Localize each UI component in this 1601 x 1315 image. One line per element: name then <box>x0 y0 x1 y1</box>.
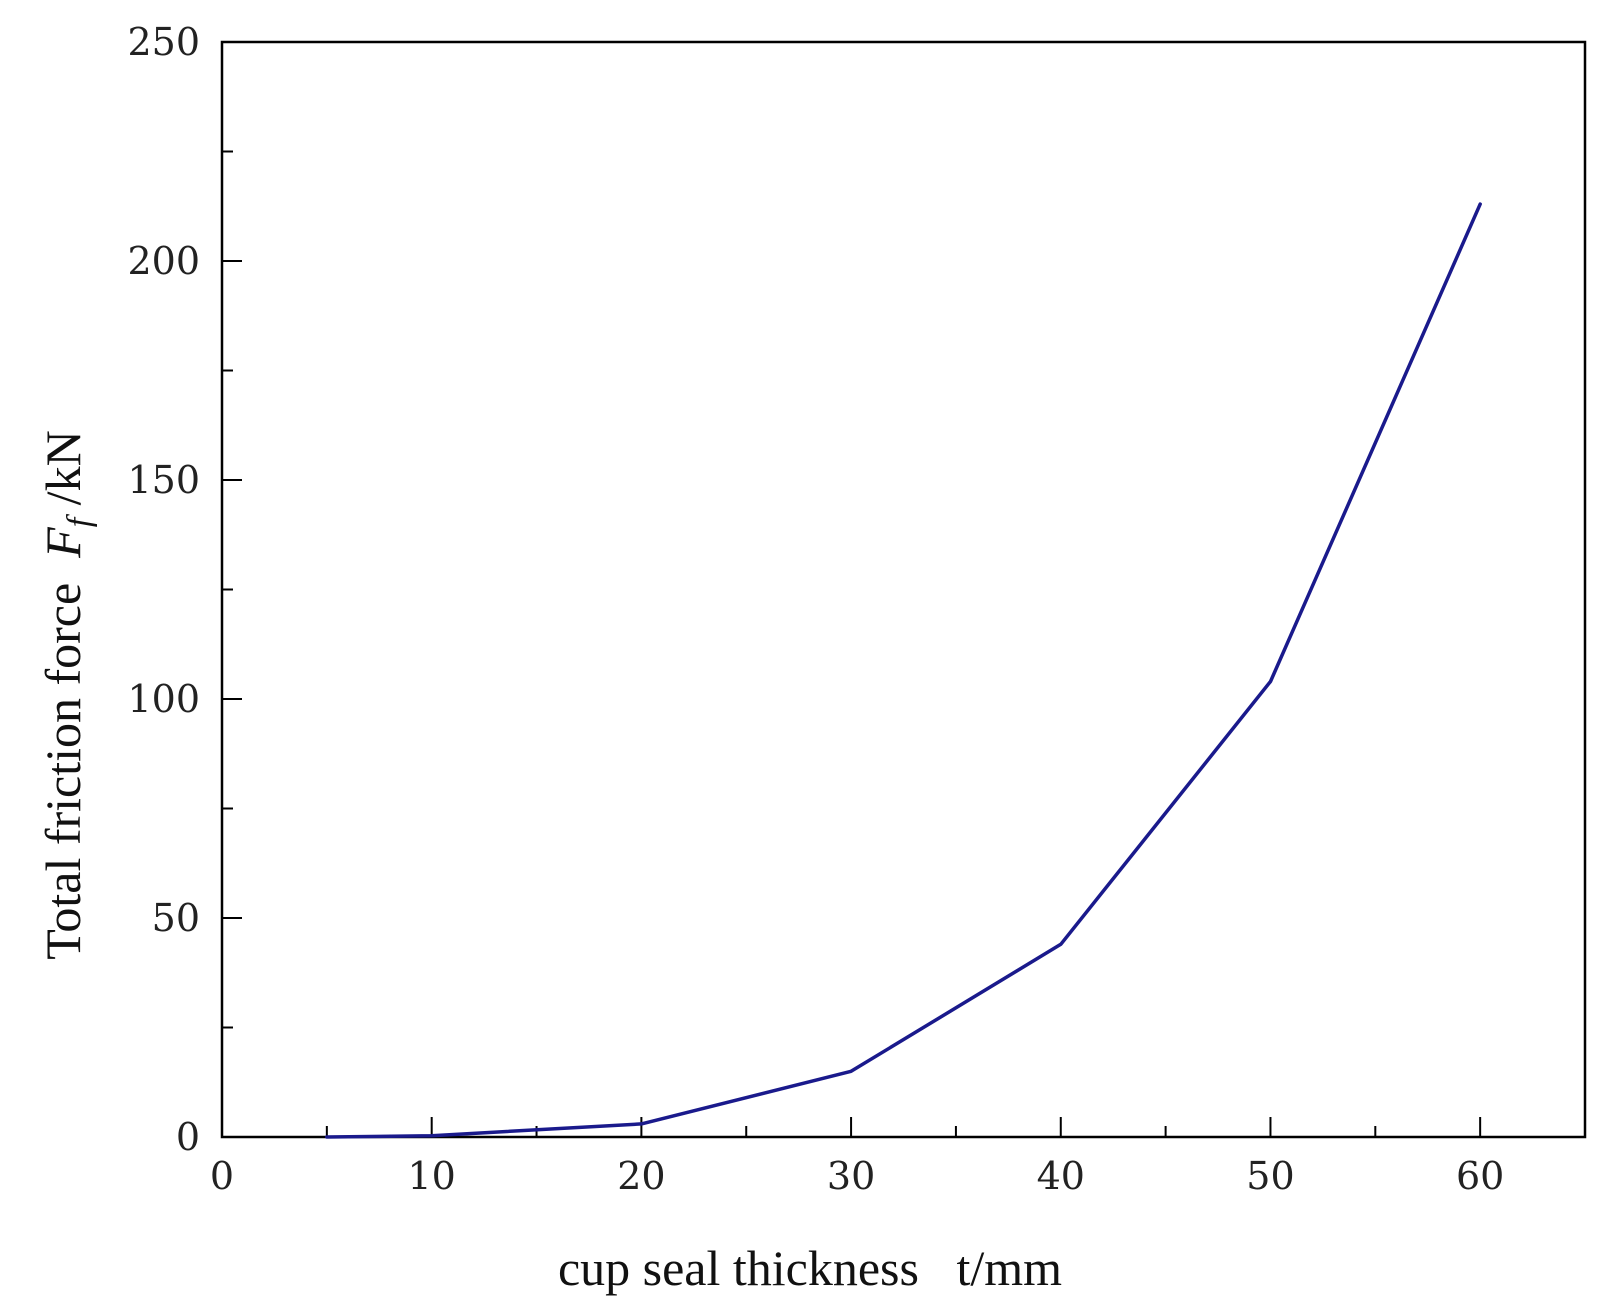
x-tick-label: 20 <box>617 1154 665 1198</box>
x-axis-title: cup seal thickness t/mm <box>558 1240 1062 1296</box>
y-tick-label: 0 <box>176 1115 200 1159</box>
x-tick-label: 30 <box>827 1154 875 1198</box>
series-line <box>325 202 1482 1139</box>
series-group <box>325 202 1482 1139</box>
y-axis-title: Total friction force Ff /kN <box>35 430 98 959</box>
x-tick-label: 60 <box>1456 1154 1504 1198</box>
y-tick-label: 150 <box>127 458 200 502</box>
x-tick-label: 0 <box>210 1154 234 1198</box>
plot-area-frame <box>220 40 1587 1139</box>
x-tick-label: 10 <box>408 1154 456 1198</box>
y-tick-label: 100 <box>127 677 200 721</box>
y-tick-labels: 0 50 100 150 200 250 <box>127 20 200 1159</box>
x-tick-labels: 0 10 20 30 40 50 60 <box>210 1154 1504 1198</box>
axis-ticks <box>222 150 1482 1137</box>
y-tick-label: 200 <box>127 239 200 283</box>
y-tick-label: 250 <box>127 20 200 64</box>
y-axis-unit: /kN <box>35 430 91 518</box>
x-tick-label: 40 <box>1037 1154 1085 1198</box>
y-tick-label: 50 <box>152 896 200 940</box>
y-axis-title-text: Total friction force <box>35 558 91 960</box>
y-axis-symbol: F <box>35 527 91 559</box>
x-tick-label: 50 <box>1246 1154 1294 1198</box>
